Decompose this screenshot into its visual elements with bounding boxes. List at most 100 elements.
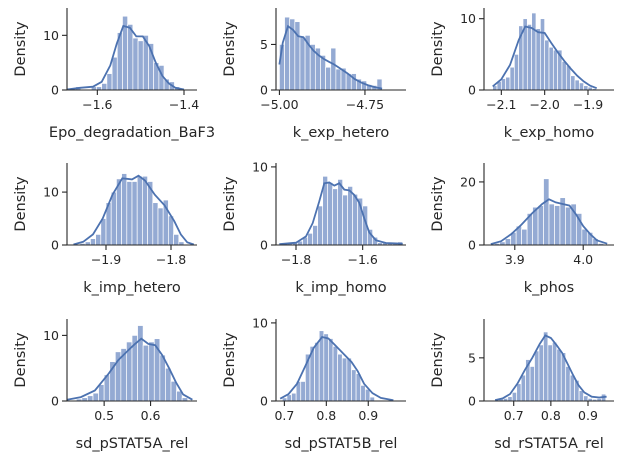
histogram-bar (116, 178, 122, 246)
histogram-bar (552, 49, 559, 91)
x-axis-title: sd_pSTAT5B_rel (285, 436, 398, 452)
histogram-bar (173, 234, 180, 246)
kde-line (490, 198, 608, 245)
histogram-bar (137, 40, 144, 91)
histogram-bar (547, 344, 553, 402)
histogram-bar (535, 28, 541, 91)
histogram-bar (531, 12, 537, 91)
y-tick-label: 5 (468, 350, 476, 365)
histogram-bar (355, 373, 362, 402)
histogram-bar (136, 175, 143, 246)
x-tick-label: 0.8 (541, 408, 561, 423)
histogram-bar (513, 53, 520, 91)
histogram-bar (300, 381, 306, 402)
y-tick-label: 0 (51, 83, 59, 98)
y-axis-title: Density (430, 176, 446, 232)
x-tick-label: −5.00 (260, 97, 298, 112)
subplot-8: 0.7 0.8 0.9 0 10 sd_pSTAT5B_rel Density (222, 315, 406, 452)
y-tick-label: 0 (260, 394, 268, 409)
histogram-bar (583, 85, 589, 91)
x-axis-title: k_imp_hetero (83, 280, 181, 296)
histogram-bar (500, 78, 507, 91)
y-axis-title: Density (222, 332, 238, 388)
histogram-bar (170, 380, 177, 402)
histogram-bar (335, 68, 342, 91)
x-tick-label: −1.8 (156, 252, 186, 267)
subplot-1: −1.6 −1.4 0 10 Epo_degradation_BaF3 Density (13, 8, 215, 141)
histogram-bar (328, 338, 334, 402)
x-axis-title: k_exp_homo (504, 125, 595, 141)
histogram-bar (352, 193, 359, 246)
histogram-bar (90, 238, 96, 246)
kde-line (494, 334, 607, 401)
y-tick-label: 5 (260, 37, 268, 52)
y-tick-label: 0 (51, 394, 59, 409)
histogram-bar (312, 225, 319, 246)
kde-line (279, 335, 394, 402)
histogram-bar (520, 374, 526, 402)
histogram-bar (544, 39, 550, 91)
x-tick-label: 0.5 (94, 408, 114, 423)
x-tick-label: 0.6 (141, 408, 161, 423)
x-axis-title: sd_rSTAT5A_rel (494, 436, 604, 452)
x-tick-label: 3.9 (505, 252, 525, 267)
histogram-bar (101, 83, 108, 91)
y-tick-label: 0 (51, 238, 59, 253)
histogram-bar (369, 396, 375, 402)
histogram-bar (98, 384, 105, 402)
histogram-bar (554, 205, 561, 246)
y-tick-label: 0 (468, 394, 476, 409)
y-tick-label: 0 (468, 238, 476, 253)
kde-line (279, 181, 403, 246)
histogram-bar (538, 344, 544, 402)
histogram-bar (583, 395, 589, 402)
x-tick-label: −1.9 (573, 97, 603, 112)
y-axis-title: Density (13, 176, 29, 232)
x-tick-label: 0.9 (578, 408, 598, 423)
subplot-5: −1.8 −1.6 0 10 k_imp_homo Density (222, 159, 406, 296)
histogram-bar (121, 173, 128, 246)
histogram-bar (159, 354, 166, 402)
histogram-bar (529, 366, 535, 402)
x-tick-label: −4.75 (346, 97, 384, 112)
y-tick-label: 10 (43, 28, 59, 43)
histogram-bar (548, 46, 554, 91)
y-tick-label: 0 (260, 238, 268, 253)
histogram-bar (95, 234, 102, 246)
y-axis-title: Density (13, 21, 29, 77)
histogram-bar (574, 79, 580, 91)
histogram-bar (342, 194, 349, 246)
histogram-bar (165, 367, 172, 402)
y-axis-title: Density (222, 176, 238, 232)
histogram-bar (142, 344, 150, 402)
histogram-bar (551, 341, 558, 402)
histogram-bar (504, 238, 512, 246)
histogram-bar (307, 232, 314, 246)
x-tick-label: 0.8 (316, 408, 336, 423)
histogram-bar (505, 76, 511, 91)
x-axis-title: sd_pSTAT5A_rel (76, 436, 189, 452)
kde-line (73, 174, 195, 246)
subplot-6: 3.9 4.0 0 20 k_phos Density (430, 163, 614, 296)
y-axis-title: Density (430, 21, 446, 77)
histogram-bar (351, 369, 357, 402)
histogram-bar (127, 24, 134, 91)
histogram-bar (565, 206, 572, 246)
x-tick-label: 0.9 (358, 408, 378, 423)
histogram-bar (543, 178, 550, 246)
histogram-bar (570, 75, 576, 91)
kde-line (278, 24, 383, 90)
histogram-bar (360, 385, 366, 402)
y-tick-label: 20 (460, 174, 476, 189)
x-tick-label: 0.7 (274, 408, 294, 423)
histogram-bar (132, 37, 139, 91)
histogram-bar (507, 396, 513, 402)
subplot-9: 0.7 0.8 0.9 0 5 sd_rSTAT5A_rel Density (430, 319, 614, 452)
histogram-bar (323, 333, 329, 402)
histogram-bar (148, 341, 155, 402)
histogram-bar (556, 348, 562, 402)
histogram-bar (332, 345, 338, 402)
histogram-bar (106, 73, 113, 91)
histogram-bar (327, 182, 334, 246)
histogram-bar (537, 205, 544, 246)
